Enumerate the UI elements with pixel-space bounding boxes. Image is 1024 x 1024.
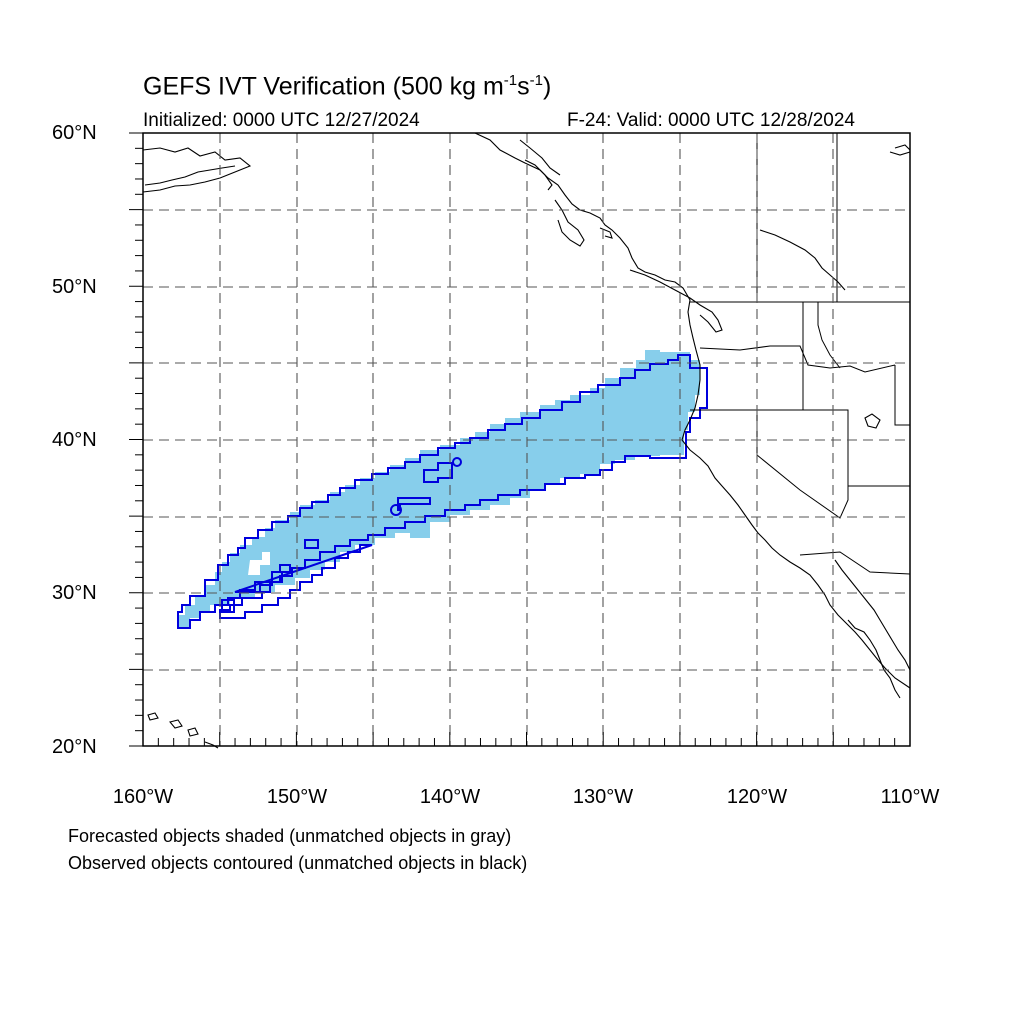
map-title: GEFS IVT Verification (500 kg m-1s-1) [143, 72, 551, 101]
title-exp1: -1 [503, 72, 518, 89]
lon-label-130w: 130°W [572, 786, 634, 808]
initialized-time: Initialized: 0000 UTC 12/27/2024 [143, 110, 420, 131]
axis-ticks [129, 132, 911, 747]
lat-label-40n: 40°N [52, 429, 97, 451]
observed-object-contour [177, 354, 708, 629]
lat-label-20n: 20°N [52, 736, 97, 758]
forecast-object-shaded [178, 350, 700, 628]
title-end: ) [542, 72, 552, 101]
title-mid: s [517, 72, 530, 101]
lat-label-30n: 30°N [52, 582, 97, 604]
valid-time: F-24: Valid: 0000 UTC 12/28/2024 [567, 110, 855, 131]
lon-label-110w: 110°W [880, 786, 940, 808]
lon-label-150w: 150°W [266, 786, 328, 808]
lat-label-50n: 50°N [52, 276, 97, 298]
legend-forecast: Forecasted objects shaded (unmatched obj… [68, 826, 512, 846]
lat-lon-grid [143, 133, 910, 746]
lon-label-160w: 160°W [112, 786, 174, 808]
coastlines [142, 132, 911, 749]
legend-observed: Observed objects contoured (unmatched ob… [68, 853, 528, 873]
lat-label-60n: 60°N [52, 122, 97, 144]
state-borders [690, 133, 911, 575]
title-exp2: -1 [529, 72, 543, 89]
lon-label-120w: 120°W [726, 786, 788, 808]
lon-label-140w: 140°W [419, 786, 481, 808]
title-main: GEFS IVT Verification (500 kg m [143, 72, 504, 101]
